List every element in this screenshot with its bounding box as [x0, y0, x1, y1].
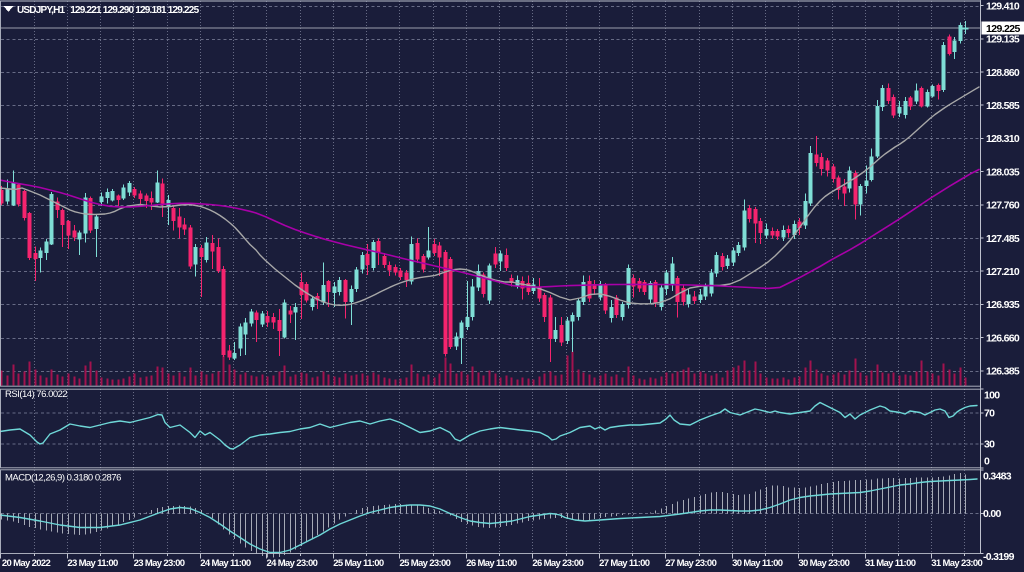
svg-text:0.00: 0.00: [983, 508, 1001, 520]
svg-text:24 May 11:00: 24 May 11:00: [200, 558, 251, 569]
svg-text:129.135: 129.135: [986, 34, 1020, 46]
svg-text:20 May 2022: 20 May 2022: [2, 558, 51, 569]
svg-text:100: 100: [984, 390, 1000, 402]
svg-text:23 May 23:00: 23 May 23:00: [134, 558, 185, 569]
svg-text:0.3483: 0.3483: [983, 470, 1012, 482]
svg-text:30 May 23:00: 30 May 23:00: [798, 558, 849, 569]
svg-text:127.485: 127.485: [986, 233, 1020, 245]
svg-text:128.860: 128.860: [986, 67, 1020, 79]
svg-text:25 May 11:00: 25 May 11:00: [333, 558, 384, 569]
svg-text:128.035: 128.035: [986, 166, 1020, 178]
svg-text:-0.3199: -0.3199: [983, 551, 1015, 563]
svg-text:129.410: 129.410: [986, 0, 1020, 12]
svg-text:0: 0: [984, 455, 990, 467]
svg-text:USDJPY,H1 129.221 129.290 12: USDJPY,H1 129.221 129.290 129.181 129.22…: [17, 5, 200, 16]
svg-text:27 May 11:00: 27 May 11:00: [599, 558, 650, 569]
svg-text:26 May 11:00: 26 May 11:00: [466, 558, 517, 569]
svg-text:25 May 23:00: 25 May 23:00: [399, 558, 450, 569]
svg-text:126.660: 126.660: [986, 332, 1020, 344]
svg-text:128.585: 128.585: [986, 100, 1020, 112]
svg-text:30 May 11:00: 30 May 11:00: [732, 558, 783, 569]
svg-text:24 May 23:00: 24 May 23:00: [266, 558, 317, 569]
svg-text:26 May 23:00: 26 May 23:00: [532, 558, 583, 569]
svg-text:RSI(14) 76.0022: RSI(14) 76.0022: [5, 389, 67, 400]
svg-text:129.225: 129.225: [986, 23, 1021, 35]
svg-text:31 May 11:00: 31 May 11:00: [865, 558, 916, 569]
svg-text:70: 70: [984, 407, 995, 419]
svg-text:127.210: 127.210: [986, 266, 1020, 278]
svg-text:126.385: 126.385: [986, 366, 1020, 378]
svg-text:27 May 23:00: 27 May 23:00: [665, 558, 716, 569]
svg-text:MACD(12,26,9) 0.3180 0.2876: MACD(12,26,9) 0.3180 0.2876: [5, 473, 121, 484]
svg-text:128.310: 128.310: [986, 133, 1020, 145]
svg-text:23 May 11:00: 23 May 11:00: [67, 558, 118, 569]
svg-text:30: 30: [984, 439, 995, 451]
svg-text:127.760: 127.760: [986, 200, 1020, 212]
svg-text:126.935: 126.935: [986, 299, 1020, 311]
svg-text:31 May 23:00: 31 May 23:00: [931, 558, 982, 569]
